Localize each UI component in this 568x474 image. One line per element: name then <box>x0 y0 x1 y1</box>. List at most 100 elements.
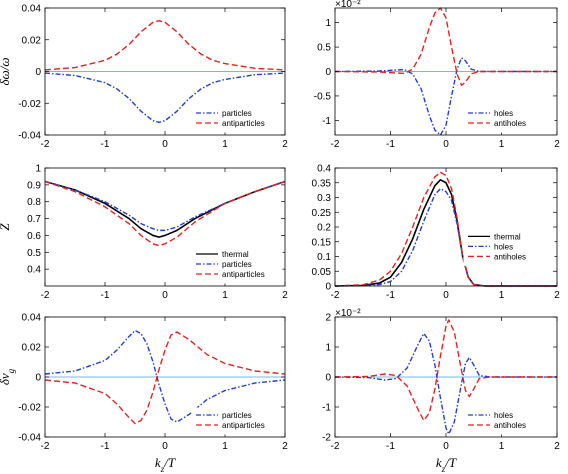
y-tick-label: -1 <box>322 116 331 127</box>
x-tick-label: 1 <box>222 441 228 452</box>
legend-label: antiholes <box>494 252 526 261</box>
y-tick-label: 0.35 <box>312 178 332 189</box>
x-tick-label: 2 <box>554 290 560 301</box>
y-tick-label: 0.2 <box>317 223 331 234</box>
legend-box <box>463 228 555 266</box>
x-tick-label: -2 <box>41 139 50 150</box>
series-line-particles <box>44 72 286 123</box>
y-tick-label: -1 <box>322 403 331 414</box>
y-axis-label: Z <box>0 223 12 231</box>
y-tick-label: 0 <box>325 373 331 384</box>
y-tick-label: 2 <box>325 313 331 324</box>
legend-label: particles <box>222 411 252 420</box>
legend-label: antiparticles <box>222 270 265 279</box>
y-tick-label: 0 <box>325 282 331 293</box>
series-line-particles <box>44 329 286 423</box>
y-tick-label: 0.05 <box>312 267 332 278</box>
x-tick-label: 1 <box>222 290 228 301</box>
x-axis-label: kz/T <box>436 455 457 474</box>
legend-label: particles <box>222 260 252 269</box>
y-tick-label: -0.5 <box>314 91 332 102</box>
legend-label: thermal <box>494 232 521 241</box>
x-tick-label: 0 <box>162 290 168 301</box>
x-tick-label: -1 <box>386 290 395 301</box>
y-tick-label: -0.04 <box>18 131 41 142</box>
axes-frame <box>334 167 558 287</box>
x-tick-label: -1 <box>386 139 395 150</box>
y-tick-label: 0.04 <box>22 313 42 324</box>
legend-label: holes <box>494 109 513 118</box>
legend-label: antiholes <box>494 421 526 430</box>
legend-box <box>191 246 283 284</box>
y-tick-label: 0 <box>35 373 41 384</box>
sci-multiplier: ×10⁻² <box>335 0 361 10</box>
legend-label: particles <box>222 109 252 118</box>
y-tick-label: 1 <box>35 164 41 175</box>
y-tick-label: 0.5 <box>27 248 41 259</box>
legend-label: antiparticles <box>222 119 265 128</box>
series-line-antiholes <box>334 7 557 86</box>
panel-top-left: -2 -1 0 1 2 -0.04 -0.02 0 0.02 0.04 δω/ω particlesa… <box>0 4 288 151</box>
y-tick-label: -2 <box>322 433 331 444</box>
y-tick-label: 0.6 <box>27 231 41 242</box>
legend-box <box>463 105 555 133</box>
legend-label: holes <box>494 411 513 420</box>
y-tick-label: 0.04 <box>22 4 42 15</box>
x-tick-label: 1 <box>499 441 505 452</box>
y-tick-label: 1 <box>325 18 331 29</box>
panel-middle-right: -2 -1 0 1 2 0 0.05 0.1 0.15 0.2 0.25 0.3 0.35 0.4 ther… <box>312 164 561 302</box>
x-tick-label: -1 <box>101 290 110 301</box>
sci-multiplier: ×10⁻² <box>335 308 361 319</box>
legend-label: antiholes <box>494 119 526 128</box>
x-tick-label: -2 <box>331 290 340 301</box>
y-axis-label: δvg <box>0 368 16 385</box>
series-line-particles <box>44 180 286 232</box>
x-tick-label: -2 <box>41 290 50 301</box>
y-tick-label: 0.1 <box>317 252 331 263</box>
legend-box <box>191 407 283 435</box>
x-tick-label: 1 <box>499 139 505 150</box>
x-tick-label: 2 <box>282 290 288 301</box>
y-tick-label: -0.02 <box>18 403 41 414</box>
x-tick-label: -2 <box>331 139 340 150</box>
y-tick-label: 0.9 <box>27 180 41 191</box>
legend-box <box>463 407 555 435</box>
series-line-holes <box>334 57 557 136</box>
x-tick-label: 1 <box>222 139 228 150</box>
x-tick-label: 0 <box>443 139 449 150</box>
x-tick-label: 1 <box>499 290 505 301</box>
series-line-antiparticles <box>44 20 286 71</box>
legend-label: thermal <box>222 250 249 259</box>
x-tick-label: -2 <box>331 441 340 452</box>
x-tick-label: 2 <box>554 441 560 452</box>
panel-bottom-left: -2 -1 0 1 2 -0.04 -0.02 0 0.02 0.04 δvg kz/T particl… <box>0 313 288 474</box>
y-tick-label: 0.4 <box>317 164 331 175</box>
x-tick-label: 2 <box>282 441 288 452</box>
y-tick-label: 0.02 <box>22 35 42 46</box>
x-tick-label: 0 <box>162 139 168 150</box>
y-tick-label: 0 <box>325 67 331 78</box>
series-line-thermal <box>44 180 286 238</box>
y-tick-label: 0.4 <box>27 265 41 276</box>
y-tick-label: 0.8 <box>27 197 41 208</box>
y-tick-label: 0.15 <box>312 237 332 248</box>
y-tick-label: 0.3 <box>317 193 331 204</box>
y-tick-label: 0 <box>35 67 41 78</box>
y-axis-label: δω/ω <box>0 57 12 85</box>
y-tick-label: 0.5 <box>317 43 331 54</box>
x-tick-label: 0 <box>443 290 449 301</box>
legend-label: antiparticles <box>222 421 265 430</box>
x-tick-label: -2 <box>41 441 50 452</box>
y-tick-label: 0.7 <box>27 214 41 225</box>
y-tick-label: -0.04 <box>18 433 41 444</box>
x-tick-label: -1 <box>101 441 110 452</box>
x-tick-label: 0 <box>162 441 168 452</box>
y-tick-label: 0.02 <box>22 343 42 354</box>
